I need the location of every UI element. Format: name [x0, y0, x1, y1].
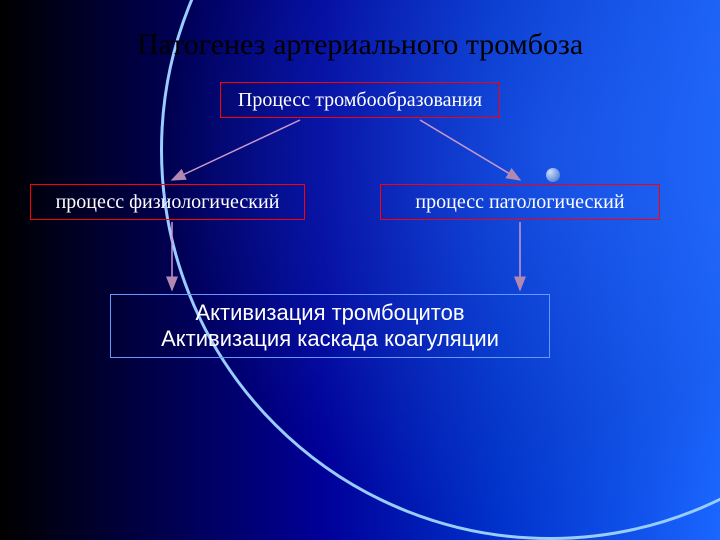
node-top: Процесс тромбообразования: [220, 82, 500, 118]
slide-title: Патогенез артериального тромбоза: [0, 28, 720, 62]
node-bottom: Активизация тромбоцитов Активизация каск…: [110, 294, 550, 358]
node-bottom-line1: Активизация тромбоцитов: [195, 300, 464, 326]
node-bottom-line2: Активизация каскада коагуляции: [161, 326, 499, 352]
background-arc: [160, 0, 720, 540]
node-top-label: Процесс тромбообразования: [238, 89, 482, 112]
node-right-label: процесс патологический: [415, 191, 624, 214]
node-left: процесс физиологический: [30, 184, 305, 220]
node-right: процесс патологический: [380, 184, 660, 220]
decorative-bullet: [546, 168, 560, 182]
node-left-label: процесс физиологический: [56, 191, 280, 214]
